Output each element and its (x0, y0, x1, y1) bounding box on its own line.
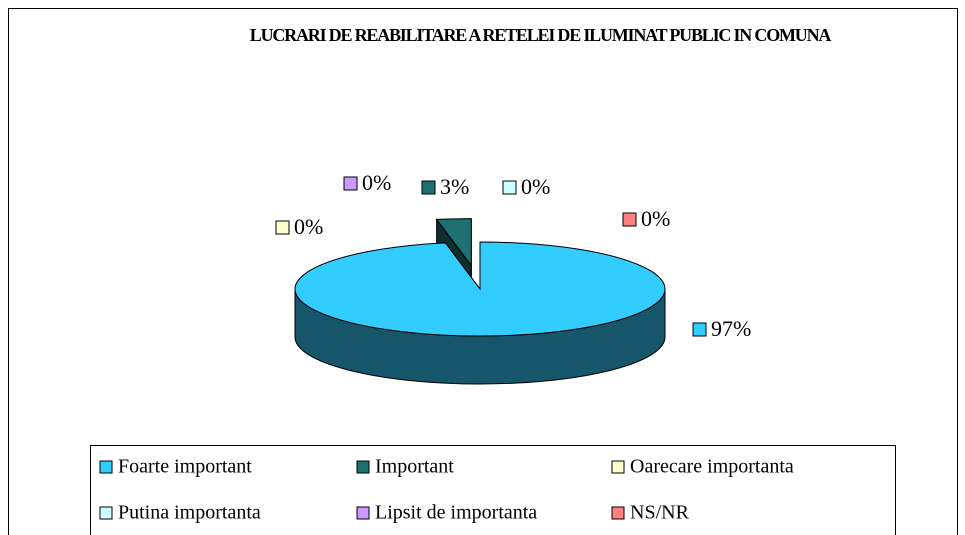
label-key (692, 322, 707, 337)
legend-key (99, 506, 113, 520)
legend-key (99, 460, 113, 474)
legend-label: Oarecare importanta (630, 456, 794, 478)
label-key (343, 176, 358, 191)
data-label: 0% (362, 170, 391, 195)
data-label: 0% (294, 214, 323, 239)
label-key (502, 180, 517, 195)
label-key (421, 180, 436, 195)
label-key (275, 220, 290, 235)
legend-key (356, 506, 370, 520)
legend-label: Lipsit de importanta (375, 502, 537, 524)
pie-slice (294, 241, 666, 385)
legend-label: NS/NR (630, 502, 690, 524)
chart-title: LUCRARI DE REABILITARE A RETELEI DE ILUM… (249, 25, 832, 45)
legend-label: Putina importanta (118, 502, 261, 524)
data-label: 0% (641, 206, 670, 231)
legend-label: Foarte important (118, 456, 252, 478)
legend-key (356, 460, 370, 474)
legend-key (611, 460, 625, 474)
data-label: 97% (711, 316, 751, 341)
data-label: 0% (521, 174, 550, 199)
label-key (622, 212, 637, 227)
slice-face (435, 218, 472, 268)
slice-face (294, 241, 666, 337)
legend-key (611, 506, 625, 520)
legend-label: Important (375, 456, 454, 478)
legend-box (90, 445, 896, 535)
data-label: 3% (440, 174, 469, 199)
